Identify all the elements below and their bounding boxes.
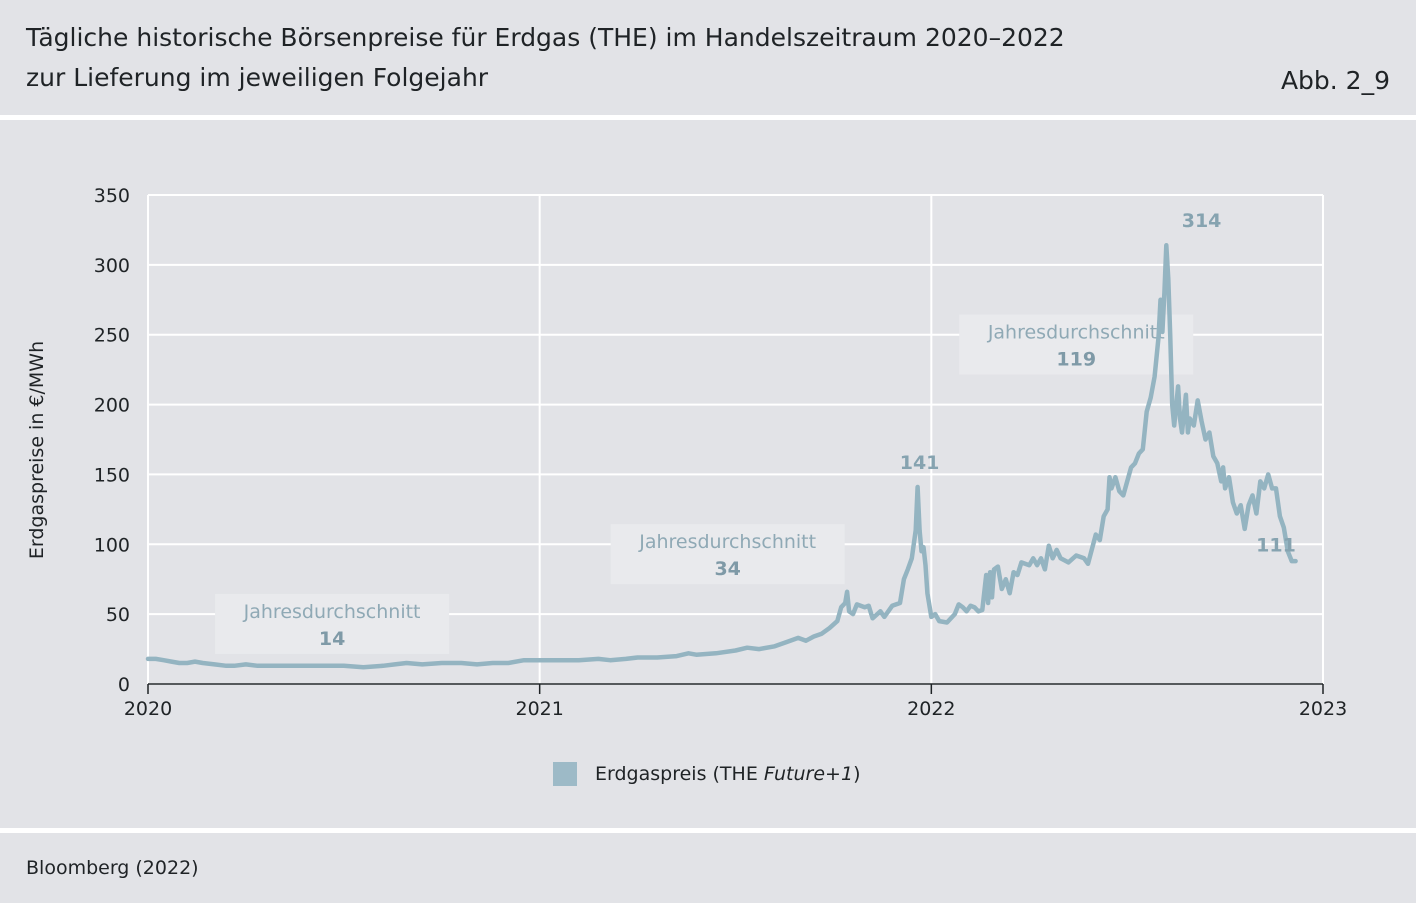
- peak-label: 141: [900, 452, 940, 474]
- annotation-boxes: Jahresdurchschnitt 14 Jahresdurchschnitt 34…: [215, 314, 1194, 654]
- peak-label: 314: [1182, 210, 1222, 232]
- x-tick-label: 2023: [1299, 698, 1347, 720]
- chart-subtitle: zur Lieferung im jeweiligen Folgejahr: [26, 63, 489, 92]
- source-note: Bloomberg (2022): [26, 857, 199, 879]
- top-divider: [0, 115, 1416, 120]
- y-tick-label: 350: [94, 185, 130, 207]
- chart-title: Tägliche historische Börsenpreise für Er…: [26, 23, 1065, 52]
- y-tick-label: 200: [94, 395, 130, 417]
- chart-legend: Erdgaspreis (THE Future+1): [553, 762, 860, 786]
- annotation-label: Jahresdurchschnitt: [243, 601, 421, 623]
- y-tick-label: 0: [118, 674, 130, 696]
- annotation-label: Jahresdurchschnitt: [987, 322, 1165, 344]
- y-tick-label: 300: [94, 255, 130, 277]
- axes: 0 50 100 150 200 250 300 350 2020 2021 2022 2023: [94, 185, 1347, 720]
- x-tick-label: 2022: [907, 698, 955, 720]
- y-tick-label: 150: [94, 464, 130, 486]
- annotation-value: 119: [1056, 349, 1096, 371]
- y-tick-label: 50: [106, 604, 130, 626]
- annotation-value: 34: [714, 558, 740, 580]
- figure-label: Abb. 2_9: [1280, 66, 1390, 95]
- bottom-divider: [0, 828, 1416, 833]
- x-tick-label: 2021: [515, 698, 563, 720]
- annotation-value: 14: [319, 628, 345, 650]
- series-layer: 141 314 111: [145, 210, 1298, 670]
- annotation-box: [610, 524, 845, 585]
- legend-label: Erdgaspreis (THE Future+1): [595, 763, 861, 785]
- y-tick-label: 250: [94, 325, 130, 347]
- series-line: [145, 243, 1298, 670]
- legend-swatch: [553, 762, 577, 786]
- x-tick-label: 2020: [124, 698, 172, 720]
- annotation-label: Jahresdurchschnitt: [638, 531, 816, 553]
- peak-label: 111: [1256, 534, 1296, 556]
- y-axis-title: Erdgaspreise in €/MWh: [26, 341, 48, 559]
- line-chart: Jahresdurchschnitt 14 Jahresdurchschnitt 34…: [26, 185, 1347, 720]
- chart-title-block: Tägliche historische Börsenpreise für Er…: [26, 18, 1390, 98]
- y-tick-label: 100: [94, 534, 130, 556]
- annotation-box: [215, 593, 450, 654]
